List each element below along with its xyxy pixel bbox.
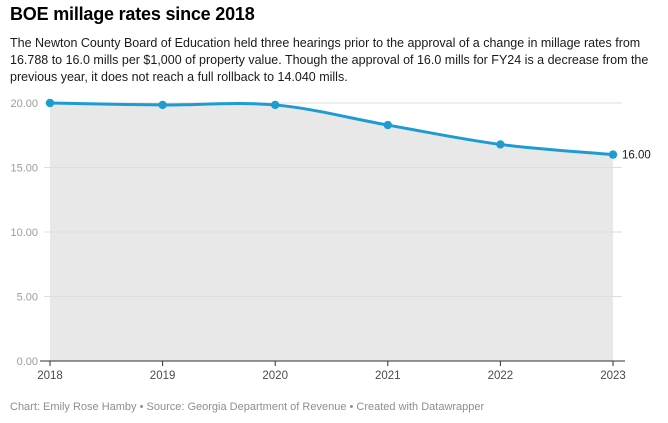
x-axis-tick-label: 2018 (37, 370, 63, 382)
chart-title: BOE millage rates since 2018 (10, 4, 255, 24)
x-axis-tick-label: 2019 (150, 370, 176, 382)
data-point[interactable] (383, 120, 392, 130)
y-axis-tick-label: 0.00 (17, 356, 38, 368)
data-line (48, 101, 615, 157)
data-point[interactable] (271, 100, 280, 110)
x-axis-tick-label: 2022 (488, 370, 514, 382)
x-axis-tick-label: 2020 (262, 370, 288, 382)
data-point[interactable] (496, 140, 505, 149)
data-point[interactable] (608, 150, 618, 159)
y-axis-tick-label: 5.00 (17, 292, 38, 304)
x-axis-tick-label: 2021 (375, 370, 401, 382)
chart-credit: Chart: Emily Rose Hamby • Source: Georgi… (10, 401, 485, 413)
end-value-label: 16.00 (622, 150, 651, 162)
data-point[interactable] (158, 100, 167, 110)
chart-description: The Newton County Board of Education hel… (10, 36, 649, 84)
y-axis-tick-label: 10.00 (10, 227, 38, 239)
y-axis-tick-label: 15.00 (10, 163, 38, 175)
data-point[interactable] (45, 98, 55, 108)
x-axis-tick-label: 2023 (600, 370, 626, 382)
millage-line-chart: 20.00 15.00 10.00 5.00 0.00 2018 2019 2020 2021 2… (10, 98, 651, 382)
y-axis-tick-label: 20.00 (10, 98, 38, 110)
